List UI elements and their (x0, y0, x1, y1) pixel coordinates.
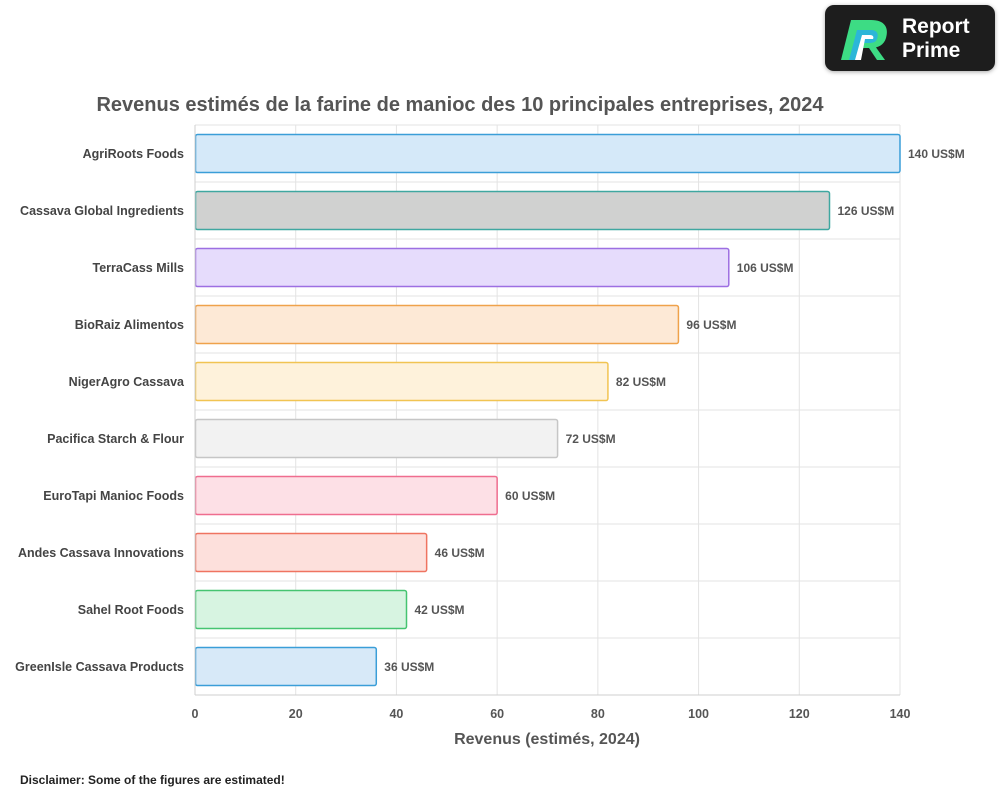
data-label: 36 US$M (384, 660, 434, 674)
bars: AgriRoots Foods 140 US$M Cassava Global In… (15, 133, 965, 687)
data-label: 96 US$M (686, 318, 736, 332)
category-label: Andes Cassava Innovations (18, 546, 184, 560)
bar (194, 532, 428, 573)
data-label: 140 US$M (908, 147, 965, 161)
data-label: 106 US$M (737, 261, 794, 275)
x-tick-label: 60 (490, 707, 504, 721)
data-label: 42 US$M (415, 603, 465, 617)
category-label: Sahel Root Foods (78, 603, 184, 617)
category-label: EuroTapi Manioc Foods (43, 489, 184, 503)
bar (194, 190, 831, 231)
x-axis-title: Revenus (estimés, 2024) (454, 731, 640, 748)
data-label: 126 US$M (838, 204, 895, 218)
category-label: GreenIsle Cassava Products (15, 660, 184, 674)
category-label: TerraCass Mills (93, 261, 185, 275)
category-label: BioRaiz Alimentos (75, 318, 184, 332)
data-label: 60 US$M (505, 489, 555, 503)
category-label: Cassava Global Ingredients (20, 204, 184, 218)
report-prime-logo-text: Report Prime (902, 15, 970, 63)
logo-line-prime: Prime (902, 39, 961, 62)
x-tick-label: 20 (289, 707, 303, 721)
data-label: 72 US$M (566, 432, 616, 446)
report-prime-logo-icon (841, 20, 887, 60)
x-tick-label: 100 (688, 707, 709, 721)
bar (194, 247, 730, 288)
bar (194, 304, 680, 345)
bar (194, 646, 378, 687)
disclaimer-text: Disclaimer: Some of the figures are esti… (20, 773, 285, 787)
x-tick-label: 40 (389, 707, 403, 721)
x-tick-label: 120 (789, 707, 810, 721)
logo-line-report: Report (902, 15, 970, 38)
chart-title: Revenus estimés de la farine de manioc d… (96, 94, 824, 116)
category-label: AgriRoots Foods (83, 147, 184, 161)
x-axis: 0 20 40 60 80 100 120 140 (192, 125, 911, 721)
bar (194, 361, 609, 402)
data-label: 82 US$M (616, 375, 666, 389)
category-label: NigerAgro Cassava (69, 375, 185, 389)
bar (194, 589, 408, 630)
data-label: 46 US$M (435, 546, 485, 560)
bar (194, 133, 901, 174)
x-tick-label: 80 (591, 707, 605, 721)
x-tick-label: 0 (192, 707, 199, 721)
bar (194, 475, 498, 516)
report-prime-logo[interactable]: Report Prime (825, 5, 995, 71)
category-label: Pacifica Starch & Flour (47, 432, 184, 446)
bar (194, 418, 559, 459)
x-tick-label: 140 (890, 707, 911, 721)
